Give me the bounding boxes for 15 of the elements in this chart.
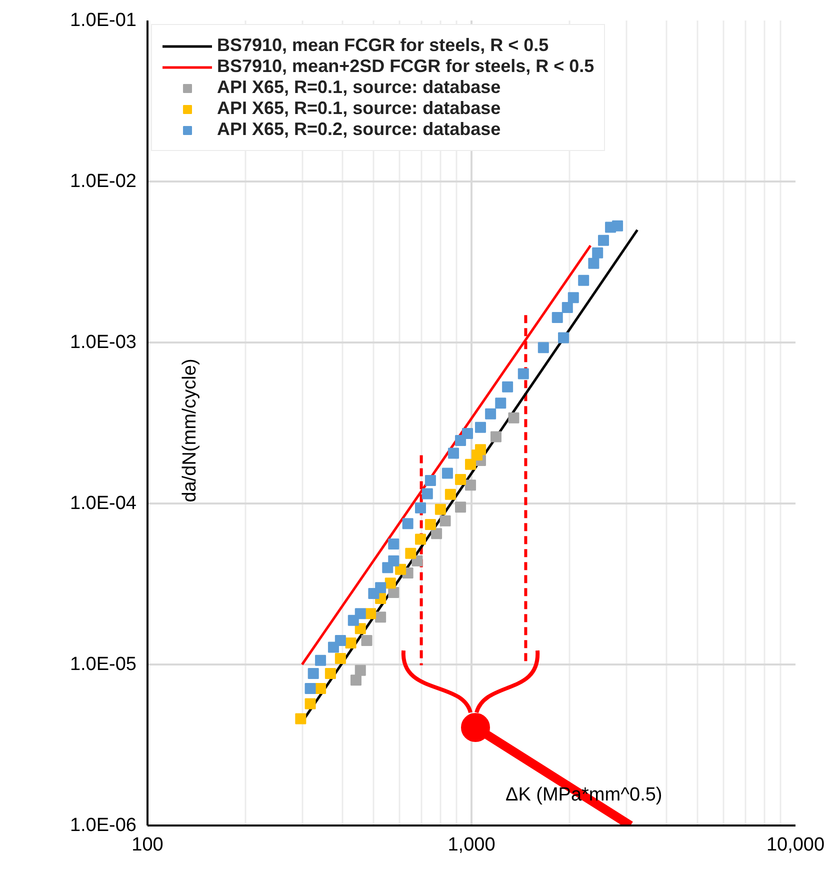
x-tick-label: 1,000 (448, 834, 496, 856)
y-tick-label: 1.0E-04 (70, 493, 137, 514)
y-tick-label: 1.0E-01 (70, 10, 136, 31)
x-tick-label: 100 (132, 834, 164, 856)
y-tick-label: 1.0E-06 (70, 815, 136, 836)
y-tick-label: 1.0E-02 (70, 171, 136, 192)
legend-label: API X65, R=0.1, source: database (217, 98, 501, 119)
legend-label: BS7910, mean FCGR for steels, R < 0.5 (217, 35, 549, 56)
legend-label: API X65, R=0.2, source: database (217, 119, 501, 140)
legend-label: BS7910, mean+2SD FCGR for steels, R < 0.5 (217, 56, 594, 77)
x-tick-label: 10,000 (766, 834, 825, 856)
legend-label: API X65, R=0.1, source: database (217, 77, 501, 98)
y-axis-title: da/dN(mm/cycle) (180, 358, 200, 502)
y-tick-label: 1.0E-03 (70, 332, 136, 353)
y-tick-label: 1.0E-05 (70, 654, 136, 675)
